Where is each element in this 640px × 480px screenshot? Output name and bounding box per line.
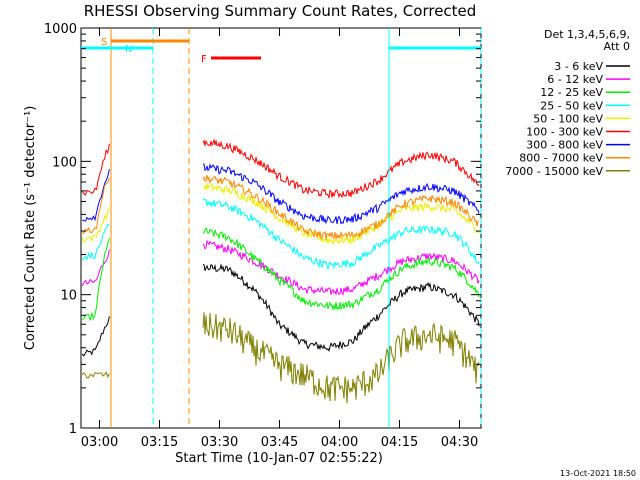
series-line: [202, 312, 480, 404]
series-line: [202, 138, 480, 199]
flag-label: N: [125, 44, 132, 55]
flag-label: S: [101, 37, 107, 48]
series-line: [202, 263, 480, 352]
legend-label: 3 - 6 keV: [554, 60, 603, 73]
series-line-pre: [81, 206, 110, 243]
series-line: [202, 227, 480, 312]
y-tick-label: 1000: [44, 22, 77, 37]
plot-frame: [80, 27, 482, 429]
series-line: [202, 198, 480, 271]
series-line: [202, 163, 480, 225]
x-tick-label: 04:00: [321, 435, 358, 450]
flag-label: F: [201, 54, 207, 65]
x-axis-label: Start Time (10-Jan-07 02:55:22): [175, 451, 383, 466]
plot-area: S N F 03:00 03:15 03:30 03:45 04:00 04:15 04:30 1…: [44, 22, 482, 450]
y-tick-label: 100: [52, 155, 77, 170]
x-tick-label: 04:15: [381, 435, 418, 450]
series-line-pre: [81, 249, 110, 287]
series-line-pre: [81, 177, 110, 235]
legend-label: 25 - 50 keV: [540, 99, 603, 112]
legend-label: 6 - 12 keV: [547, 73, 603, 86]
series-line-pre: [82, 169, 110, 222]
series-line: [202, 183, 480, 246]
series-line-pre: [81, 143, 110, 196]
y-axis-label: Corrected Count Rate (s⁻¹ detector⁻¹): [23, 106, 38, 351]
y-tick-label: 10: [60, 289, 77, 304]
legend-label: 800 - 7000 keV: [519, 152, 603, 165]
series-line-pre: [82, 238, 110, 321]
x-tick-label: 03:30: [201, 435, 238, 450]
marker-layer: S N F: [81, 28, 482, 428]
x-tick-label: 03:00: [81, 435, 118, 450]
footer-date: 13-Oct-2021 18:50: [560, 469, 636, 478]
x-tick-label: 03:45: [261, 435, 298, 450]
y-tick-label: 1: [69, 422, 77, 437]
x-tick-label: 04:30: [441, 435, 478, 450]
legend-header-line-2: Att 0: [604, 40, 630, 53]
legend-label: 7000 - 15000 keV: [505, 165, 603, 178]
series-line-pre: [81, 316, 110, 357]
series-line: [202, 239, 480, 297]
legend-label: 100 - 300 keV: [526, 126, 603, 139]
chart-title: RHESSI Observing Summary Count Rates, Co…: [84, 2, 477, 20]
series-line-pre: [81, 371, 110, 379]
series-line: [202, 175, 480, 240]
tick-layer: 03:00 03:15 03:30 03:45 04:00 04:15 04:30 1 10 10…: [44, 22, 481, 450]
x-tick-label: 03:15: [141, 435, 178, 450]
legend-header-line-1: Det 1,3,4,5,6,9,: [544, 28, 630, 41]
series-layer: [81, 138, 480, 404]
legend-label: 12 - 25 keV: [540, 86, 603, 99]
legend-label: 50 - 100 keV: [533, 112, 603, 125]
series-line-pre: [81, 223, 110, 261]
legend-label: 300 - 800 keV: [526, 139, 603, 152]
